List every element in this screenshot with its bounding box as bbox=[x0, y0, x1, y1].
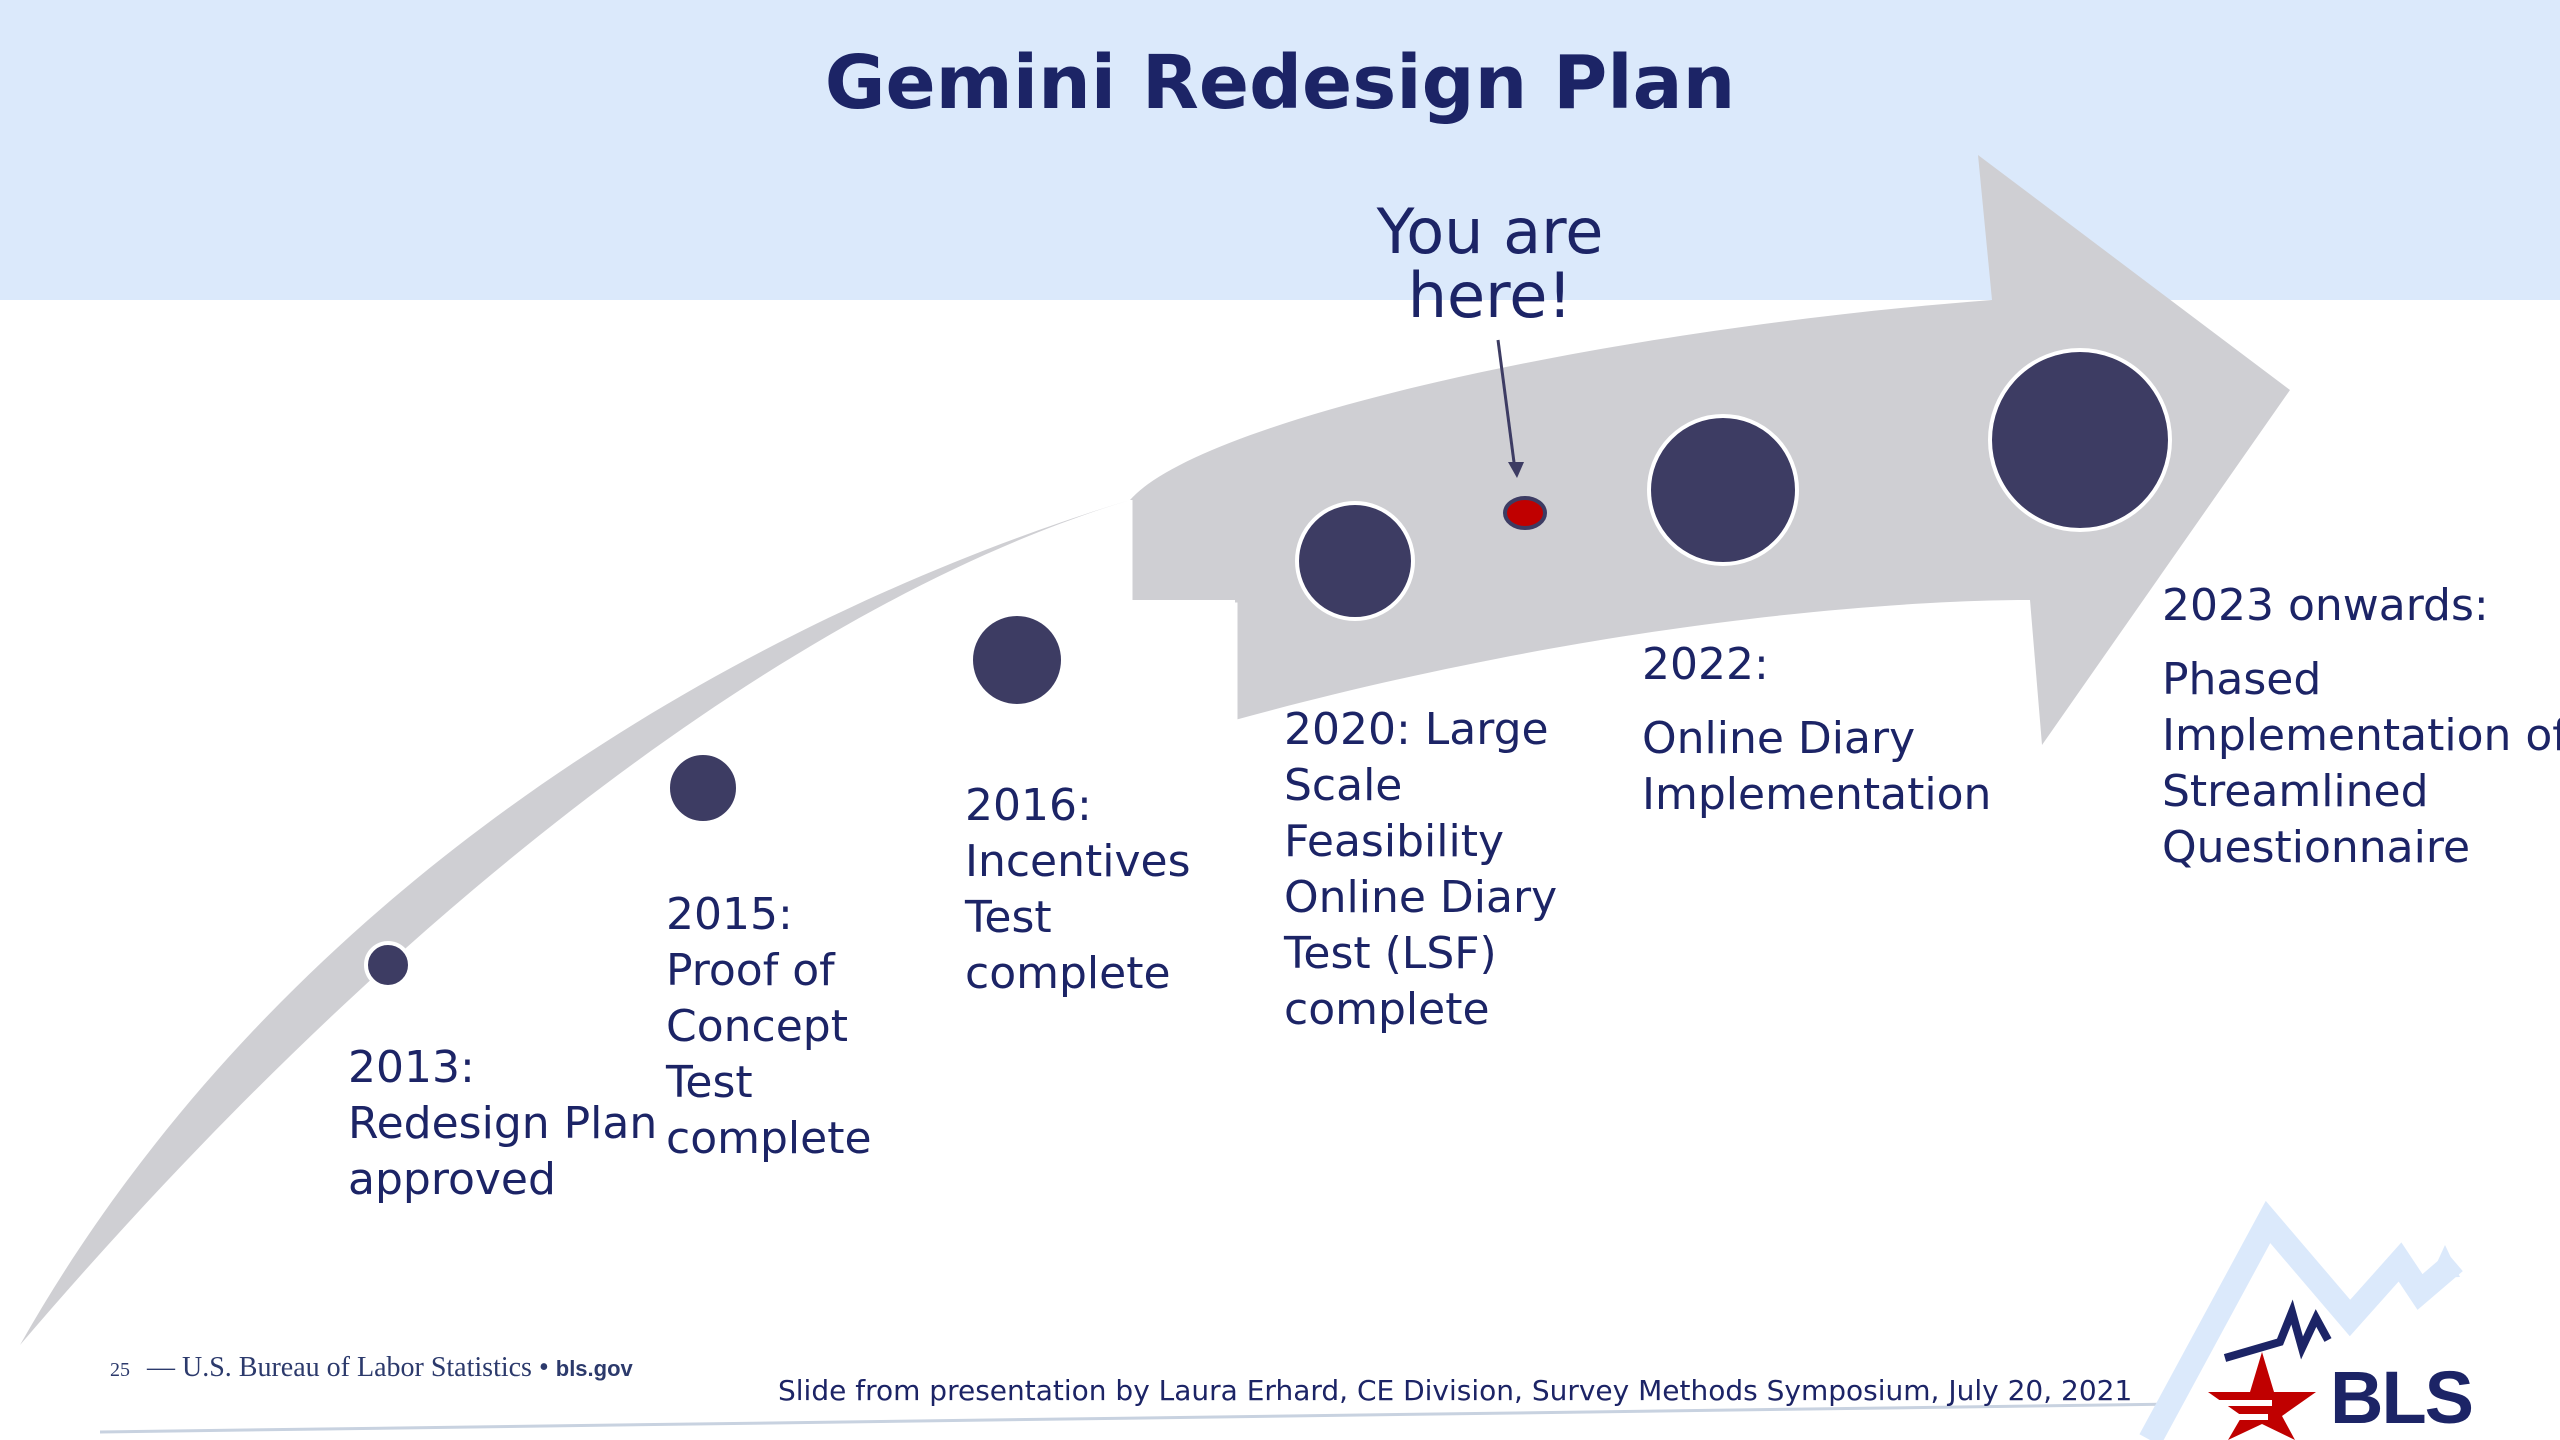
milestone-line: Streamlined bbox=[2162, 766, 2429, 817]
milestone-dot-2015 bbox=[666, 751, 740, 825]
milestone-dot-2020 bbox=[1295, 501, 1415, 621]
milestone-dot-2023 bbox=[1988, 348, 2172, 532]
milestone-line: complete bbox=[965, 948, 1171, 999]
milestone-line: Redesign Plan bbox=[348, 1098, 658, 1149]
milestone-line: Concept bbox=[666, 1001, 848, 1052]
milestone-line: Feasibility bbox=[1284, 816, 1504, 867]
milestone-line: Online Diary bbox=[1642, 713, 1916, 764]
milestone-label-2023: 2023 onwards: Phased Implementation of S… bbox=[2162, 578, 2560, 876]
milestone-dot-2013 bbox=[364, 941, 412, 989]
you-are-here-dot bbox=[1503, 496, 1547, 530]
milestone-line: Implementation of bbox=[2162, 710, 2560, 761]
page-number: 25 bbox=[110, 1359, 130, 1381]
milestone-line: Implementation bbox=[1642, 769, 1992, 820]
milestone-spacer bbox=[1642, 693, 1991, 711]
milestone-line: complete bbox=[666, 1113, 872, 1164]
milestone-spacer bbox=[2162, 634, 2560, 652]
milestone-label-2022: 2022: Online Diary Implementation bbox=[1642, 637, 1991, 823]
arrow-notch-outline bbox=[1127, 500, 1238, 720]
you-are-here-pointer bbox=[1496, 339, 1517, 471]
footer-org: 25 — U.S. Bureau of Labor Statistics • b… bbox=[110, 1352, 633, 1384]
pointer-arrowhead-icon bbox=[1508, 462, 1524, 478]
milestone-line: 2016: bbox=[965, 780, 1092, 831]
milestone-line: Test bbox=[965, 892, 1052, 943]
milestone-line: approved bbox=[348, 1154, 556, 1205]
slide-title: Gemini Redesign Plan bbox=[824, 40, 1736, 126]
header-band bbox=[0, 0, 2560, 300]
bls-logo-text: BLS bbox=[2330, 1356, 2474, 1439]
milestone-line: Phased bbox=[2162, 654, 2322, 705]
milestone-label-2016: 2016: Incentives Test complete bbox=[965, 778, 1191, 1002]
milestone-line: 2020: Large bbox=[1284, 704, 1549, 755]
you-are-here-line-2: here! bbox=[1407, 259, 1573, 332]
milestone-line: 2013: bbox=[348, 1042, 475, 1093]
milestone-line: complete bbox=[1284, 984, 1490, 1035]
footer-credit: Slide from presentation by Laura Erhard,… bbox=[778, 1374, 2133, 1407]
milestone-line: 2022: bbox=[1642, 639, 1769, 690]
milestone-line: Test bbox=[666, 1057, 753, 1108]
milestone-dot-2022 bbox=[1647, 414, 1799, 566]
bls-logo-icon bbox=[2139, 1200, 2463, 1440]
milestone-line: 2015: bbox=[666, 889, 793, 940]
footer-site: bls.gov bbox=[555, 1356, 633, 1381]
milestone-label-2015: 2015: Proof of Concept Test complete bbox=[666, 887, 872, 1167]
milestone-line: 2023 onwards: bbox=[2162, 580, 2489, 631]
milestone-dot-2016 bbox=[969, 612, 1065, 708]
milestone-line: Scale bbox=[1284, 760, 1403, 811]
footer-line bbox=[99, 1402, 2181, 1434]
milestone-line: Test (LSF) bbox=[1284, 928, 1497, 979]
milestone-line: Online Diary bbox=[1284, 872, 1558, 923]
milestone-line: Incentives bbox=[965, 836, 1191, 887]
milestone-line: Proof of bbox=[666, 945, 835, 996]
footer-org-name: — U.S. Bureau of Labor Statistics • bbox=[147, 1352, 549, 1383]
milestone-label-2020: 2020: Large Scale Feasibility Online Dia… bbox=[1284, 702, 1557, 1038]
you-are-here-line-1: You are bbox=[1376, 195, 1604, 268]
you-are-here-label: You are here! bbox=[1340, 200, 1640, 328]
milestone-label-2013: 2013: Redesign Plan approved bbox=[348, 1040, 657, 1208]
milestone-line: Questionnaire bbox=[2162, 822, 2471, 873]
